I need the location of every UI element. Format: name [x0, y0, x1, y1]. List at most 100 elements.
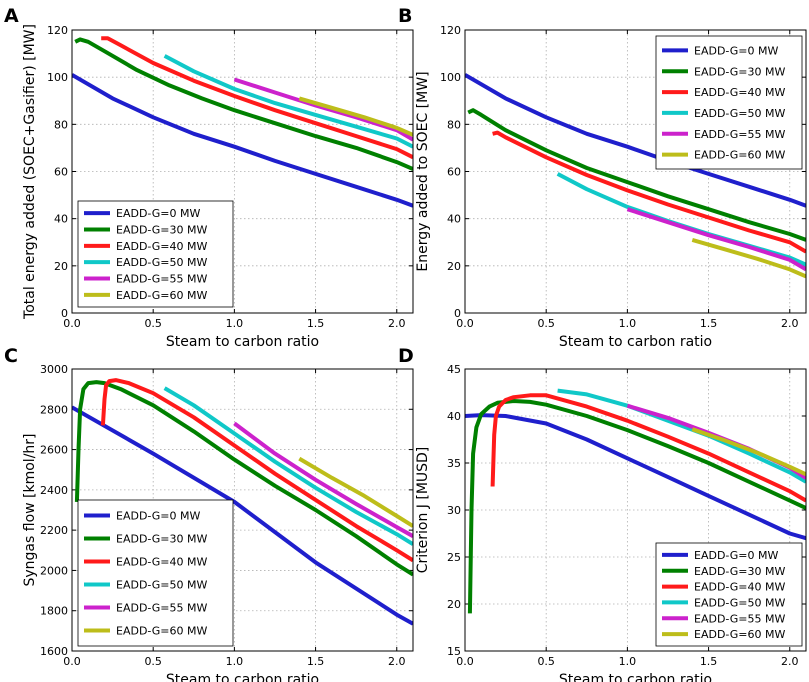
legend: EADD-G=0 MW EADD-G=30 MW EADD-G=40 MW EADD-…	[655, 542, 803, 647]
y-tick-label: 20	[447, 598, 461, 611]
legend-label: EADD-G=55 MW	[116, 602, 208, 615]
y-tick-label: 60	[447, 166, 461, 179]
y-tick-label: 2600	[40, 444, 68, 457]
x-tick-label: 2.0	[388, 655, 406, 668]
y-tick-label: 2800	[40, 403, 68, 416]
x-tick-label: 0.0	[456, 317, 474, 330]
y-tick-label: 1600	[40, 645, 68, 658]
y-tick-label: 2000	[40, 564, 68, 577]
x-tick-label: 2.0	[388, 317, 406, 330]
legend-label: EADD-G=30 MW	[694, 565, 786, 578]
series-line-eadd-g-60-mw	[298, 456, 413, 528]
legend-label: EADD-G=0 MW	[116, 510, 201, 523]
legend-label: EADD-G=60 MW	[116, 289, 208, 302]
legend-box	[77, 200, 234, 308]
x-axis-label: Steam to carbon ratio	[559, 672, 712, 682]
y-tick-label: 80	[54, 118, 68, 131]
series-line-eadd-g-50-mw	[556, 172, 806, 267]
y-axis-label: Energy added to SOEC [MW]	[415, 71, 431, 271]
y-tick-label: 30	[447, 504, 461, 517]
legend-label: EADD-G=50 MW	[694, 107, 786, 120]
legend-label: EADD-G=30 MW	[694, 65, 786, 78]
x-tick-label: 1.5	[700, 317, 718, 330]
panel-letter-c: C	[4, 345, 18, 367]
x-tick-label: 1.0	[226, 655, 244, 668]
series-line-eadd-g-40-mw	[490, 393, 806, 503]
plot-frame	[71, 368, 414, 652]
y-tick-label: 20	[447, 260, 461, 273]
x-tick-label: 1.5	[307, 655, 325, 668]
series-line-eadd-g-55-mw	[233, 77, 413, 142]
legend-label: EADD-G=50 MW	[694, 596, 786, 609]
x-tick-label: 0.5	[144, 655, 162, 668]
y-tick-label: 40	[447, 410, 461, 423]
series-line-eadd-g-55-mw	[626, 207, 806, 272]
y-tick-label: 20	[54, 260, 68, 273]
panel-c: C 0.0 0.5 1.0 1.5 2.0 1600 1800 2000 2200 2400 2600…	[4, 345, 414, 682]
series-line-eadd-g-50-mw	[163, 54, 413, 149]
y-axis-label: Criterion J [MUSD]	[415, 447, 431, 574]
y-axis-label: Total energy added (SOEC+Gasifier) [MW]	[22, 24, 38, 320]
y-tick-label: 25	[447, 551, 461, 564]
panel-b: B 0.0 0.5 1.0 1.5 2.0 0 20 40 60 80 100 120 Steam to …	[398, 5, 807, 350]
x-tick-label: 2.0	[781, 317, 799, 330]
y-tick-label: 1800	[40, 605, 68, 618]
x-tick-label: 1.0	[619, 317, 637, 330]
series-line-eadd-g-55-mw	[233, 421, 413, 538]
x-tick-label: 1.0	[619, 655, 637, 668]
series-line-eadd-g-30-mw	[74, 37, 413, 171]
legend-label: EADD-G=50 MW	[116, 256, 208, 269]
legend-label: EADD-G=40 MW	[694, 86, 786, 99]
series-line-eadd-g-30-mw	[74, 380, 413, 577]
legend-label: EADD-G=60 MW	[694, 628, 786, 641]
y-axis-label: Syngas flow [kmol/hr]	[22, 433, 38, 586]
y-tick-label: 2400	[40, 484, 68, 497]
series-line-eadd-g-50-mw	[163, 386, 413, 546]
legend-label: EADD-G=55 MW	[116, 273, 208, 286]
panel-letter-d: D	[398, 345, 414, 367]
legend-label: EADD-G=60 MW	[116, 625, 208, 638]
legend: EADD-G=0 MW EADD-G=30 MW EADD-G=40 MW EADD-…	[655, 35, 803, 170]
x-tick-label: 2.0	[781, 655, 799, 668]
y-tick-label: 120	[440, 24, 461, 37]
series-line-eadd-g-60-mw	[298, 96, 413, 137]
legend-label: EADD-G=30 MW	[116, 224, 208, 237]
legend-label: EADD-G=40 MW	[116, 240, 208, 253]
series-line-eadd-g-40-mw	[100, 378, 413, 563]
series-group	[72, 36, 413, 208]
y-tick-label: 0	[454, 307, 461, 320]
legend-label: EADD-G=0 MW	[694, 44, 779, 57]
y-tick-label: 15	[447, 645, 461, 658]
series-line-eadd-g-0-mw	[72, 73, 413, 208]
panel-letter-b: B	[398, 5, 412, 27]
series-line-eadd-g-0-mw	[465, 73, 806, 208]
legend: EADD-G=0 MW EADD-G=30 MW EADD-G=40 MW EADD-…	[77, 499, 234, 647]
panel-a: A 0.0 0.5 1.0 1.5 2.0 0 20 40 60 80 100 120 Steam to …	[4, 5, 414, 350]
y-tick-label: 35	[447, 457, 461, 470]
series-group	[72, 378, 413, 626]
legend-label: EADD-G=30 MW	[116, 533, 208, 546]
legend-label: EADD-G=40 MW	[116, 556, 208, 569]
y-tick-label: 40	[54, 213, 68, 226]
x-tick-label: 1.5	[307, 317, 325, 330]
legend-label: EADD-G=55 MW	[694, 128, 786, 141]
legend-label: EADD-G=0 MW	[116, 207, 201, 220]
legend-box	[655, 35, 803, 170]
series-line-eadd-g-60-mw	[691, 237, 806, 279]
y-tick-label: 100	[440, 71, 461, 84]
legend-box	[655, 542, 803, 647]
series-line-eadd-g-30-mw	[467, 399, 806, 614]
legend-label: EADD-G=55 MW	[694, 612, 786, 625]
series-line-eadd-g-0-mw	[72, 405, 413, 626]
series-line-eadd-g-60-mw	[691, 427, 806, 477]
x-tick-label: 1.0	[226, 317, 244, 330]
plot-frame	[464, 29, 807, 314]
series-group	[465, 388, 806, 614]
series-line-eadd-g-40-mw	[492, 130, 806, 254]
y-tick-label: 2200	[40, 524, 68, 537]
y-tick-label: 40	[447, 213, 461, 226]
legend: EADD-G=0 MW EADD-G=30 MW EADD-G=40 MW EADD-…	[77, 200, 234, 308]
legend-label: EADD-G=40 MW	[694, 581, 786, 594]
y-tick-label: 45	[447, 363, 461, 376]
